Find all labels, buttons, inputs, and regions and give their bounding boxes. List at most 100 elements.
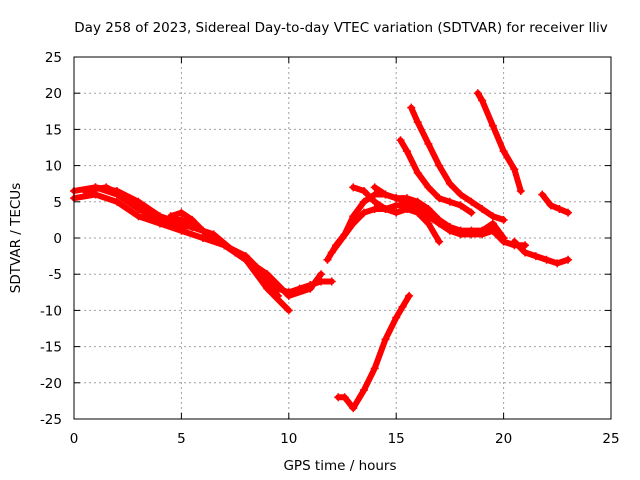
data-point <box>370 364 379 373</box>
data-point <box>241 252 250 261</box>
data-point <box>564 255 573 264</box>
data-point <box>424 219 433 228</box>
y-tick-label: 25 <box>45 50 62 66</box>
data-point <box>349 183 358 192</box>
data-point <box>263 270 272 279</box>
data-point <box>274 291 283 300</box>
data-point <box>91 183 100 192</box>
series-arc-l <box>396 136 476 217</box>
data-point <box>488 121 497 130</box>
data-point <box>306 284 315 293</box>
data-point <box>499 147 508 156</box>
data-point <box>370 205 379 214</box>
data-point <box>445 223 454 232</box>
data-point <box>488 226 497 235</box>
series-line <box>539 191 572 216</box>
data-point <box>381 205 390 214</box>
data-point <box>499 215 508 224</box>
data-point <box>435 215 444 224</box>
data-point <box>209 234 218 242</box>
data-point <box>521 241 530 250</box>
data-point <box>402 194 411 203</box>
data-point <box>402 205 411 214</box>
data-point <box>467 226 476 235</box>
data-point <box>413 118 422 127</box>
data-points <box>70 89 573 413</box>
data-point <box>473 89 482 98</box>
data-point <box>510 237 519 246</box>
y-tick-label: -20 <box>40 376 62 392</box>
data-point <box>349 404 358 413</box>
data-point <box>445 197 454 206</box>
data-point <box>349 212 358 221</box>
y-tick-label: 15 <box>45 122 62 138</box>
data-point <box>220 241 229 250</box>
data-point <box>340 393 349 402</box>
data-point <box>359 386 368 395</box>
series-arc-o <box>538 190 573 217</box>
data-point <box>112 190 121 199</box>
data-point <box>531 252 540 261</box>
data-point <box>392 201 401 210</box>
data-point <box>381 335 390 344</box>
data-point <box>424 139 433 148</box>
data-point <box>349 219 358 228</box>
series-arc-j <box>334 291 414 413</box>
data-point <box>424 212 433 221</box>
series-arc-n <box>510 237 573 268</box>
data-point <box>424 205 433 214</box>
data-point <box>80 186 89 195</box>
data-point <box>112 197 121 206</box>
series-arc-i <box>370 183 530 250</box>
data-point <box>177 215 186 224</box>
data-point <box>435 237 444 246</box>
data-point <box>166 212 175 221</box>
data-point <box>323 255 332 264</box>
data-point <box>445 179 454 188</box>
x-tick-label: 20 <box>495 431 512 447</box>
data-point <box>284 306 293 315</box>
data-point <box>370 197 379 206</box>
data-point <box>413 168 422 177</box>
data-point <box>546 201 555 210</box>
data-point <box>402 147 411 156</box>
data-point <box>327 248 336 257</box>
data-point <box>359 197 368 206</box>
data-point <box>435 161 444 170</box>
data-point <box>456 190 465 199</box>
y-tick-label: -15 <box>40 340 62 356</box>
data-point <box>456 226 465 235</box>
series-arc-h <box>349 183 444 246</box>
x-tick-label: 15 <box>388 431 405 447</box>
data-point <box>555 205 564 214</box>
y-tick-label: 20 <box>45 86 62 102</box>
series-arc-d <box>91 183 326 300</box>
data-point <box>499 237 508 246</box>
y-tick-label: -10 <box>40 303 62 319</box>
data-point <box>338 234 347 242</box>
data-point <box>392 313 401 322</box>
data-point <box>467 208 476 217</box>
y-tick-label: -5 <box>49 267 62 283</box>
y-tick-label: 10 <box>45 159 62 175</box>
data-point <box>177 208 186 217</box>
data-point <box>381 190 390 199</box>
series-arc-e <box>166 208 218 242</box>
data-point <box>284 291 293 300</box>
data-point <box>510 165 519 174</box>
data-point <box>134 205 143 214</box>
data-point <box>188 215 197 224</box>
data-point <box>134 212 143 221</box>
data-point <box>327 277 336 286</box>
y-axis-label: SDTVAR / TECUs <box>8 183 24 293</box>
data-point <box>521 248 530 257</box>
data-point <box>155 215 164 224</box>
data-point <box>370 190 379 199</box>
data-point <box>542 255 551 264</box>
series-arc-m <box>473 89 525 195</box>
series-line <box>408 104 507 223</box>
x-tick-label: 0 <box>70 431 79 447</box>
data-point <box>435 194 444 203</box>
